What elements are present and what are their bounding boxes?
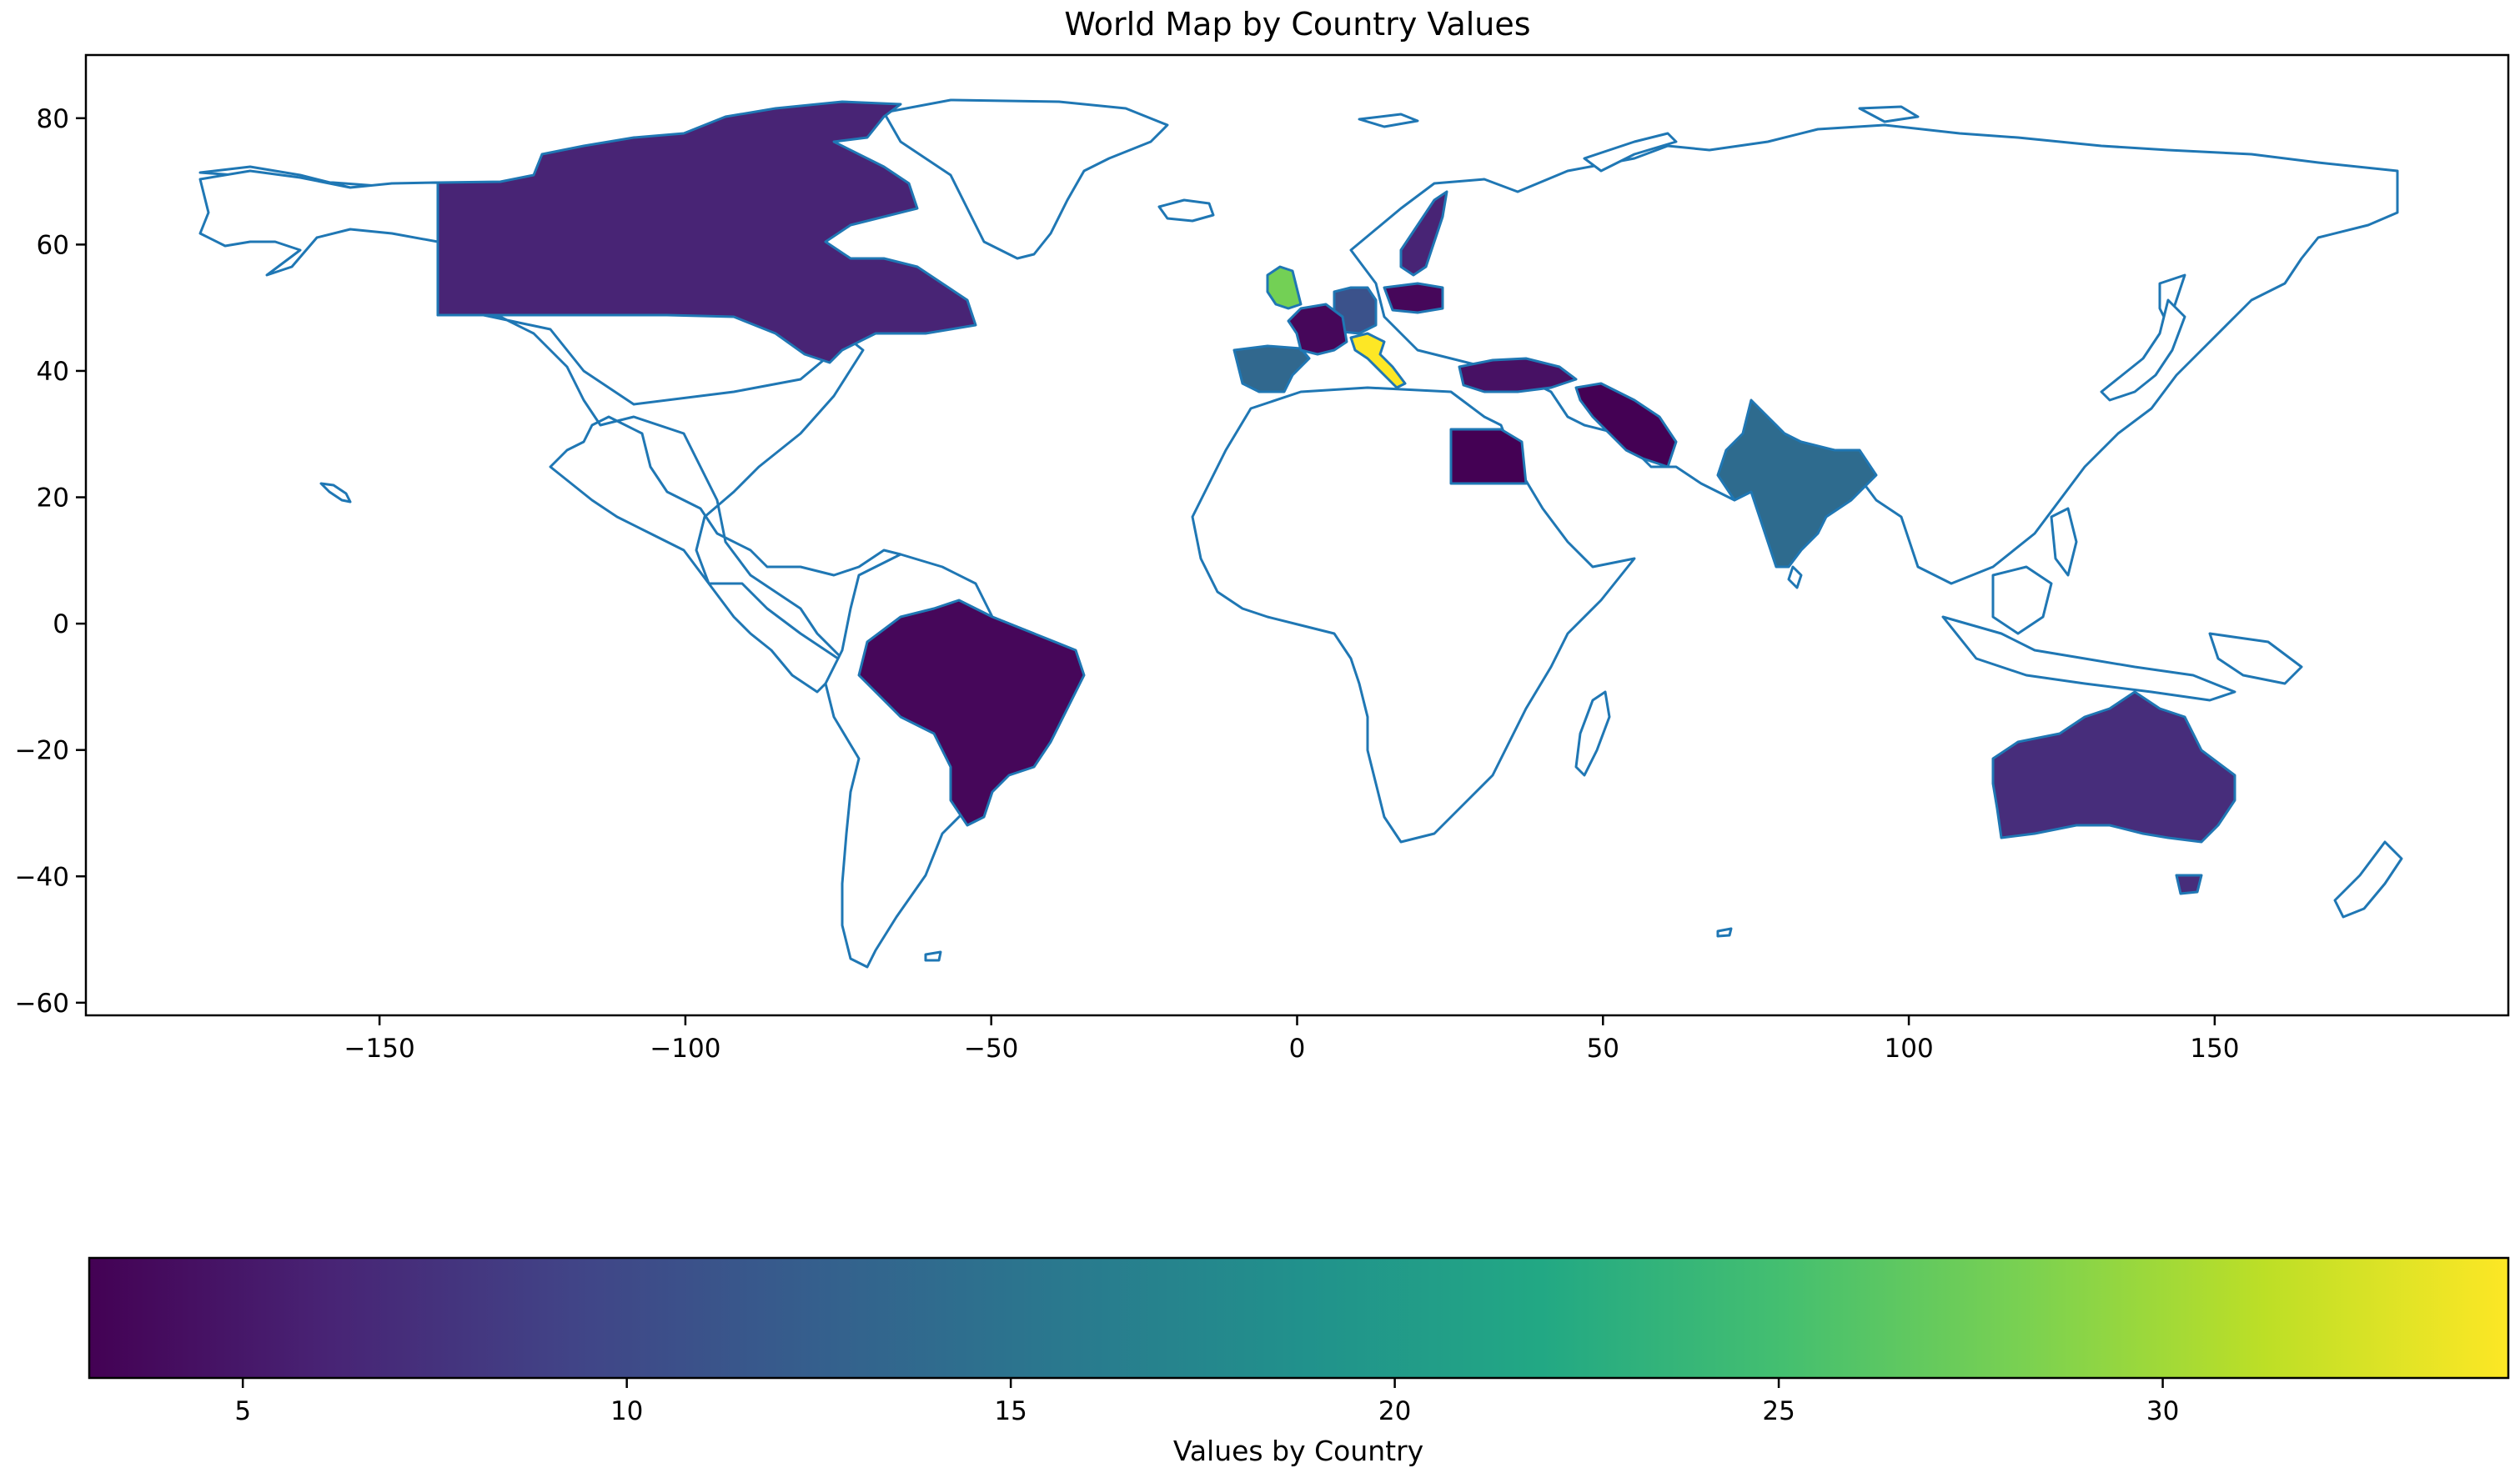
land-iceland xyxy=(1157,198,1215,223)
y-tick-label: −20 xyxy=(15,736,69,766)
land-new-zealand xyxy=(2333,840,2403,919)
data-countries xyxy=(436,100,2236,895)
x-tick-label: 100 xyxy=(1885,1034,1934,1064)
land-novaya-zemlya xyxy=(1583,132,1678,173)
land-sri-lanka xyxy=(1787,565,1803,589)
land-madagascar xyxy=(1574,690,1611,777)
x-tick-label: −100 xyxy=(650,1034,720,1064)
y-tick-label: 80 xyxy=(37,104,69,134)
y-tick-label: 60 xyxy=(37,230,69,260)
colorbar-label: Values by Country xyxy=(1173,1435,1423,1467)
land-greenland xyxy=(882,98,1169,260)
land-falklands xyxy=(924,950,942,962)
land-philippines xyxy=(2050,507,2078,577)
land-new-guinea xyxy=(2208,632,2303,685)
land-hawaii xyxy=(319,482,352,504)
y-tick-label: −40 xyxy=(15,862,69,892)
colorbar-tick-label: 15 xyxy=(994,1396,1027,1426)
country-tasmania xyxy=(2175,874,2203,895)
colorbar-ticks: 5 10 15 20 25 30 xyxy=(234,1378,2179,1426)
country-canada xyxy=(436,100,977,364)
country-india xyxy=(1716,398,1878,569)
country-spain xyxy=(1232,344,1311,393)
land-indonesia xyxy=(1941,615,2236,702)
y-tick-label: −60 xyxy=(15,989,69,1019)
colorbar: 5 10 15 20 25 30 Values by Country xyxy=(88,1256,2510,1467)
colorbar-tick-label: 20 xyxy=(1378,1396,1411,1426)
land-alaska xyxy=(198,169,439,277)
country-turkey xyxy=(1458,357,1578,393)
y-tick-label: 0 xyxy=(53,609,69,639)
country-poland xyxy=(1383,282,1444,314)
chart-title: World Map by Country Values xyxy=(1064,6,1530,43)
y-tick-label: 40 xyxy=(37,357,69,387)
land-eurasia xyxy=(1349,123,2399,585)
x-tick-label: 150 xyxy=(2190,1034,2239,1064)
colorbar-tick-label: 25 xyxy=(1762,1396,1795,1426)
map-layer xyxy=(198,98,2403,969)
country-sweden xyxy=(1399,190,1448,277)
country-uk xyxy=(1266,265,1303,310)
y-tick-label: 20 xyxy=(37,483,69,514)
country-egypt xyxy=(1449,428,1528,485)
x-tick-label: 50 xyxy=(1587,1034,1619,1064)
x-tick-label: −50 xyxy=(964,1034,1018,1064)
land-japan xyxy=(2100,298,2186,402)
colorbar-tick-label: 5 xyxy=(234,1396,251,1426)
land-africa xyxy=(1191,386,1636,844)
colorbar-gradient xyxy=(88,1256,2510,1380)
land-svalbard xyxy=(1358,113,1419,128)
colorbar-tick-label: 30 xyxy=(2146,1396,2179,1426)
land-kerguelen xyxy=(1716,927,1733,938)
country-france xyxy=(1287,303,1348,356)
land-borneo xyxy=(1991,565,2053,635)
x-axis: −150 −100 −50 0 50 100 150 xyxy=(344,1015,2239,1064)
x-tick-label: 0 xyxy=(1289,1034,1306,1064)
country-australia xyxy=(1991,690,2236,844)
country-italy xyxy=(1349,332,1407,389)
land-severnaya xyxy=(1858,105,1920,123)
colorbar-tick-label: 10 xyxy=(610,1396,643,1426)
x-tick-label: −150 xyxy=(344,1034,415,1064)
country-brazil xyxy=(857,599,1086,827)
land-north-america xyxy=(198,165,911,694)
y-axis: 80 60 40 20 0 −20 −40 −60 xyxy=(15,104,86,1019)
country-iran xyxy=(1574,382,1678,468)
